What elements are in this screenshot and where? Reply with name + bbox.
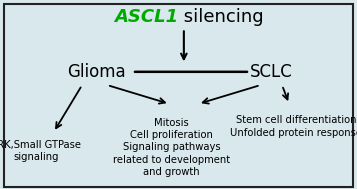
Text: Glioma: Glioma (67, 63, 126, 81)
Text: ASCL1: ASCL1 (114, 8, 178, 26)
Text: ERK,Small GTPase
signaling: ERK,Small GTPase signaling (0, 140, 81, 162)
Text: SCLC: SCLC (250, 63, 293, 81)
Text: silencing: silencing (178, 8, 264, 26)
Text: Stem cell differentiation
Unfolded protein response: Stem cell differentiation Unfolded prote… (230, 115, 357, 138)
Text: Mitosis
Cell proliferation
Signaling pathways
related to development
and growth: Mitosis Cell proliferation Signaling pat… (113, 118, 230, 177)
